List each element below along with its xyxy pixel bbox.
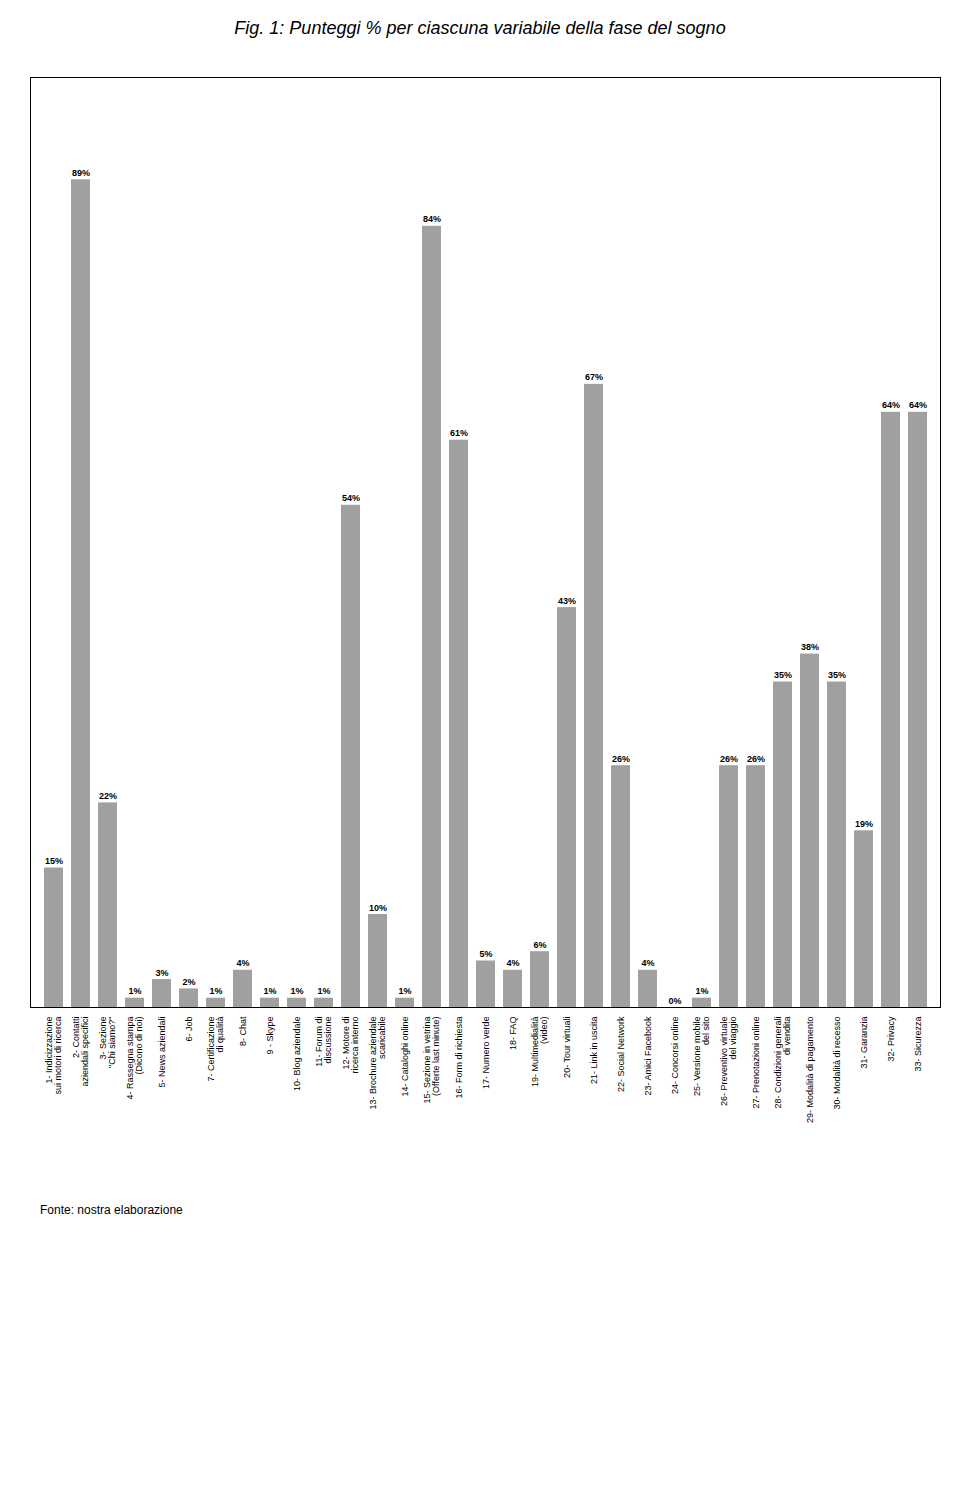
svg-text:13- Brochure aziendalescaricab: 13- Brochure aziendalescaricabile <box>368 1017 387 1110</box>
svg-text:22- Social Network: 22- Social Network <box>616 1016 626 1092</box>
svg-text:1%: 1% <box>128 986 141 996</box>
svg-text:33- Sicurezza: 33- Sicurezza <box>913 1017 923 1072</box>
svg-text:20- Tour virtuali: 20- Tour virtuali <box>562 1017 572 1078</box>
svg-text:29- Modalità di pagamento: 29- Modalità di pagamento <box>805 1017 815 1124</box>
svg-text:1- Indicizzazionesui motori di: 1- Indicizzazionesui motori di ricerca <box>44 1017 63 1095</box>
svg-text:19%: 19% <box>855 819 873 829</box>
svg-text:4%: 4% <box>506 958 519 968</box>
svg-text:6- Job: 6- Job <box>184 1017 194 1042</box>
svg-text:38%: 38% <box>801 642 819 652</box>
svg-text:1%: 1% <box>209 986 222 996</box>
svg-text:12- Motore diricerca interno: 12- Motore diricerca interno <box>341 1017 360 1074</box>
svg-text:8- Chat: 8- Chat <box>238 1016 248 1046</box>
svg-text:1%: 1% <box>317 986 330 996</box>
svg-text:67%: 67% <box>585 372 603 382</box>
svg-text:22%: 22% <box>99 791 117 801</box>
svg-text:15- Sezione in vetrina(Offerte: 15- Sezione in vetrina(Offerte last minu… <box>422 1017 441 1104</box>
svg-text:61%: 61% <box>450 428 468 438</box>
svg-text:14- Cataloghi online: 14- Cataloghi online <box>400 1017 410 1097</box>
svg-text:2%: 2% <box>182 977 195 987</box>
svg-text:21- Link in uscita: 21- Link in uscita <box>589 1017 599 1085</box>
svg-text:84%: 84% <box>423 214 441 224</box>
svg-text:17- Numero verde: 17- Numero verde <box>481 1017 491 1090</box>
svg-text:1%: 1% <box>398 986 411 996</box>
svg-text:18- FAQ: 18- FAQ <box>508 1017 518 1051</box>
svg-text:24- Concorsi online: 24- Concorsi online <box>670 1017 680 1095</box>
svg-text:35%: 35% <box>774 670 792 680</box>
svg-text:3- Sezione"Chi siamo?": 3- Sezione"Chi siamo?" <box>98 1017 117 1068</box>
svg-text:26- Preventivo virtualedel via: 26- Preventivo virtualedel viaggio <box>719 1017 738 1107</box>
svg-text:26%: 26% <box>747 754 765 764</box>
svg-text:5- News aziendali: 5- News aziendali <box>157 1017 167 1088</box>
svg-text:89%: 89% <box>72 168 90 178</box>
svg-text:5%: 5% <box>479 949 492 959</box>
svg-text:43%: 43% <box>558 596 576 606</box>
svg-text:54%: 54% <box>342 493 360 503</box>
svg-text:30- Modalità di recesso: 30- Modalità di recesso <box>832 1017 842 1110</box>
svg-text:32- Privacy: 32- Privacy <box>886 1016 896 1062</box>
svg-text:7- Certificazionedi qualità: 7- Certificazionedi qualità <box>206 1017 225 1082</box>
svg-text:31- Garanzia: 31- Garanzia <box>859 1017 869 1069</box>
svg-text:28- Condizioni generalidi vend: 28- Condizioni generalidi vendita <box>773 1017 792 1109</box>
svg-text:11- Forum didiscussione: 11- Forum didiscussione <box>314 1017 333 1067</box>
svg-text:25- Versione mobiledel sito: 25- Versione mobiledel sito <box>692 1017 711 1097</box>
svg-text:15%: 15% <box>45 856 63 866</box>
svg-text:26%: 26% <box>612 754 630 764</box>
svg-text:23- Amici Facebook: 23- Amici Facebook <box>643 1016 653 1096</box>
svg-text:6%: 6% <box>533 940 546 950</box>
svg-text:4- Rassegna stampa(Dicono di n: 4- Rassegna stampa(Dicono di noi) <box>125 1017 144 1100</box>
svg-text:9 - Skype: 9 - Skype <box>265 1017 275 1055</box>
svg-text:4%: 4% <box>236 958 249 968</box>
svg-text:1%: 1% <box>290 986 303 996</box>
html-text:Fig. 1: Punteggi % per ciascun: Fig. 1: Punteggi % per ciascuna variabil… <box>234 18 726 38</box>
svg-text:10- Blog aziendale: 10- Blog aziendale <box>292 1017 302 1092</box>
svg-text:0%: 0% <box>668 996 681 1006</box>
svg-text:2- Contattiaziendali specifici: 2- Contattiaziendali specifici <box>71 1017 90 1087</box>
html-text:Fonte: nostra elaborazione: Fonte: nostra elaborazione <box>40 1203 183 1217</box>
svg-text:64%: 64% <box>882 400 900 410</box>
svg-text:26%: 26% <box>720 754 738 764</box>
svg-text:4%: 4% <box>641 958 654 968</box>
svg-text:64%: 64% <box>909 400 927 410</box>
svg-text:27- Prenotazioni online: 27- Prenotazioni online <box>751 1017 761 1109</box>
svg-text:16- Form di richiesta: 16- Form di richiesta <box>454 1017 464 1099</box>
svg-text:1%: 1% <box>263 986 276 996</box>
svg-text:10%: 10% <box>369 903 387 913</box>
svg-text:35%: 35% <box>828 670 846 680</box>
svg-text:19- Multimedialità(video): 19- Multimedialità(video) <box>530 1017 549 1088</box>
svg-text:1%: 1% <box>695 986 708 996</box>
svg-text:3%: 3% <box>155 968 168 978</box>
